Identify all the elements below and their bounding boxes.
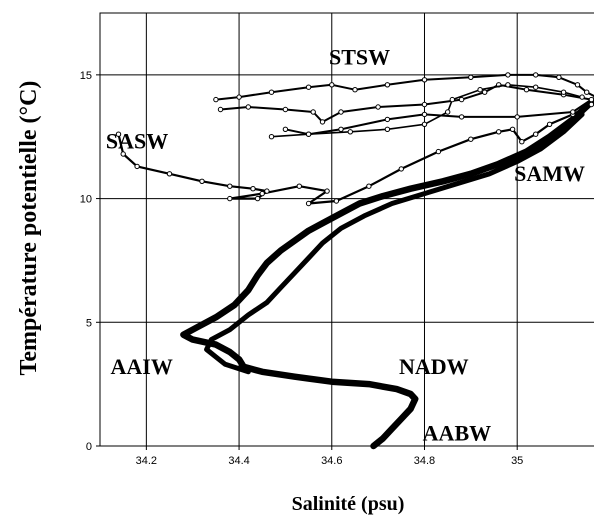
x-tick-label: 35 xyxy=(511,455,523,467)
series-5-point xyxy=(305,84,312,90)
x-axis-title: Salinité (psu) xyxy=(292,493,405,515)
series-5-point xyxy=(421,77,428,83)
annotation-label: NADW xyxy=(399,354,469,379)
series-6-point xyxy=(421,121,428,128)
series-3-point xyxy=(398,166,404,172)
series-3-point xyxy=(324,188,330,194)
series-5-point xyxy=(352,87,358,93)
series-5-point xyxy=(384,82,391,88)
series-3-point xyxy=(250,186,256,192)
series-4-point xyxy=(514,114,520,120)
annotation-label: STSW xyxy=(329,45,390,70)
x-tick-label: 34.2 xyxy=(136,455,157,467)
series-5-point xyxy=(468,74,474,81)
series-6-point xyxy=(533,84,539,90)
series-5-point xyxy=(574,82,581,88)
series-5-point xyxy=(213,96,219,103)
series-4-point xyxy=(282,126,289,133)
series-4-point xyxy=(282,106,289,113)
series-5-point xyxy=(556,74,562,81)
series-6-point xyxy=(305,131,312,137)
series-4-point xyxy=(523,87,530,93)
annotation-label: AABW xyxy=(423,421,491,446)
series-3-point xyxy=(254,195,261,202)
series-3-point xyxy=(533,131,539,137)
series-3-point xyxy=(468,136,474,142)
series-4-point xyxy=(384,116,391,123)
series-3-point xyxy=(227,195,233,202)
y-tick-label: 0 xyxy=(86,441,92,453)
series-6-point xyxy=(347,129,353,135)
series-5-point xyxy=(268,89,275,95)
annotation-label: AAIW xyxy=(111,354,173,379)
data-series xyxy=(115,72,594,450)
series-4-point xyxy=(588,96,594,103)
series-5-point xyxy=(533,72,539,78)
water-mass-labels: STSW SASW SAMW AAIW NADW AABW xyxy=(106,45,585,446)
series-5-point xyxy=(505,72,511,78)
series-3-point xyxy=(296,183,302,189)
series-3-point xyxy=(120,151,126,157)
y-tick-label: 10 xyxy=(80,194,92,206)
series-3-point xyxy=(496,129,502,135)
series-4-point xyxy=(482,89,488,95)
plot-frame xyxy=(99,12,594,447)
annotation-label: SASW xyxy=(106,129,168,154)
series-6-point xyxy=(384,126,391,133)
series-6-point xyxy=(268,134,275,140)
series-4-point xyxy=(421,101,428,108)
y-tick-label: 5 xyxy=(86,317,92,329)
series-3-point xyxy=(509,126,516,133)
y-axis-ticks: 0 5 10 15 xyxy=(80,70,100,453)
series-4-point xyxy=(310,109,316,115)
annotation-label: SAMW xyxy=(514,161,585,186)
series-6-point xyxy=(449,96,455,103)
x-tick-label: 34.6 xyxy=(321,455,342,467)
series-4-point xyxy=(421,111,428,118)
series-6-point xyxy=(579,94,585,100)
series-4-point xyxy=(245,104,252,110)
series-6-point xyxy=(560,89,567,95)
series-4-point xyxy=(458,96,465,103)
series-6-point xyxy=(445,109,451,115)
series-4-line xyxy=(219,83,593,136)
series-3-point xyxy=(166,171,173,177)
series-3-point xyxy=(333,198,340,204)
series-4-point xyxy=(319,119,326,125)
series-3-point xyxy=(435,148,442,155)
series-3-point xyxy=(588,101,594,108)
series-3-point xyxy=(115,131,122,137)
series-6-line xyxy=(270,84,583,138)
series-5-point xyxy=(584,89,590,95)
series-3-point xyxy=(134,163,140,170)
series-3-point xyxy=(259,190,265,197)
series-2-line xyxy=(204,111,585,375)
series-3-point xyxy=(199,178,205,185)
series-3-point xyxy=(264,188,270,194)
series-3-point xyxy=(519,139,525,145)
x-tick-label: 34.4 xyxy=(228,455,249,467)
series-3-point xyxy=(366,183,372,189)
x-axis-ticks: 34.2 34.4 34.6 34.8 35 xyxy=(136,446,523,467)
series-6-point xyxy=(505,82,511,88)
series-4-point xyxy=(458,114,465,120)
series-4-point xyxy=(570,109,576,115)
series-4-point xyxy=(338,126,344,133)
y-axis-title: Température potentielle (°C) xyxy=(16,81,42,376)
series-6-point xyxy=(477,87,483,93)
x-tick-label: 34.8 xyxy=(414,455,435,467)
series-3-point xyxy=(305,200,312,207)
y-tick-label: 15 xyxy=(80,70,92,82)
series-5-point xyxy=(329,82,335,88)
series-3-point xyxy=(227,183,233,189)
series-1-line xyxy=(180,98,594,450)
series-3-point xyxy=(546,121,553,128)
series-4-point xyxy=(338,109,344,115)
series-5-point xyxy=(236,94,242,100)
series-4-point xyxy=(375,104,381,110)
series-4-point xyxy=(217,106,224,113)
